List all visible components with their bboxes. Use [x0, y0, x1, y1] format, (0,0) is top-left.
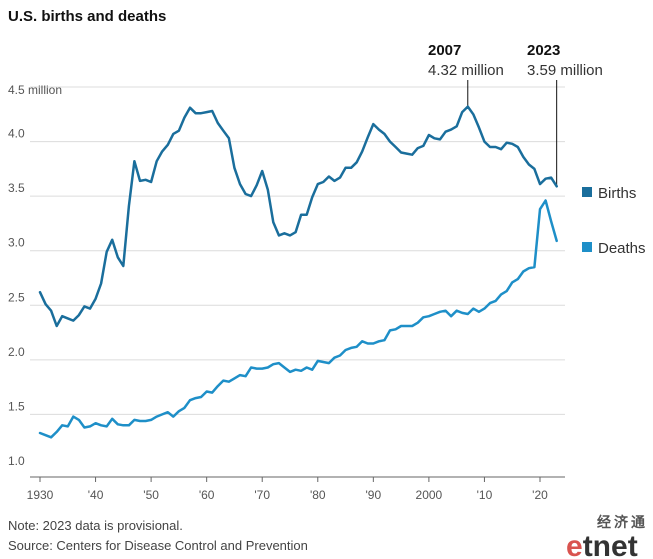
- y-tick-label: 3.0: [8, 236, 25, 250]
- watermark-letters-tnet: tnet: [583, 530, 638, 559]
- data-points: [39, 105, 558, 438]
- annotation-year-2023: 2023: [527, 42, 560, 59]
- y-tick-label: 2.5: [8, 290, 25, 304]
- y-tick-label: 1.0: [8, 454, 25, 468]
- x-tick-label: '50: [143, 488, 159, 502]
- y-axis-tick-labels: 1.0 1.5 2.0 2.5 3.0 3.5 4.0 4.5 million: [8, 83, 62, 468]
- births-series-line: [38, 105, 558, 328]
- x-tick-label: 2000: [416, 488, 443, 502]
- gridlines: [30, 86, 565, 415]
- source-note: Source: Centers for Disease Control and …: [8, 538, 308, 553]
- x-tick-label: '40: [88, 488, 104, 502]
- x-axis-tick-labels: 1930 '40 '50 '60 '70 '80 '90 2000 '10 '20: [27, 477, 548, 502]
- y-tick-label: 2.0: [8, 345, 25, 359]
- x-tick-label: '80: [310, 488, 326, 502]
- x-tick-label: 1930: [27, 488, 54, 502]
- note-provisional: Note: 2023 data is provisional.: [8, 518, 183, 533]
- annotation-value-2007: 4.32 million: [428, 62, 504, 79]
- y-tick-label: 3.5: [8, 181, 25, 195]
- x-tick-label: '20: [532, 488, 548, 502]
- annotation-year-2007: 2007: [428, 42, 461, 59]
- annotations: 2007 4.32 million 2023 3.59 million: [428, 42, 603, 187]
- y-tick-label: 4.0: [8, 127, 25, 141]
- watermark-letter-e: e: [566, 530, 583, 559]
- y-tick-label-top: 4.5 million: [8, 83, 62, 97]
- y-tick-label: 1.5: [8, 399, 25, 413]
- annotation-value-2023: 3.59 million: [527, 62, 603, 79]
- legend-label-deaths: Deaths: [598, 240, 646, 257]
- chart-title: U.S. births and deaths: [8, 8, 166, 25]
- etnet-watermark-logo: 经济通 etnet: [566, 514, 648, 559]
- watermark-latin-text: etnet: [566, 530, 638, 559]
- legend-label-births: Births: [598, 185, 636, 202]
- legend-swatch-deaths: [582, 242, 592, 252]
- x-tick-label: '90: [366, 488, 382, 502]
- watermark-cn-text: 经济通: [597, 514, 648, 531]
- x-tick-label: '60: [199, 488, 215, 502]
- legend: Births Deaths: [582, 185, 646, 257]
- x-tick-label: '70: [254, 488, 270, 502]
- legend-swatch-births: [582, 187, 592, 197]
- deaths-series-line: [38, 199, 558, 439]
- x-tick-label: '10: [477, 488, 493, 502]
